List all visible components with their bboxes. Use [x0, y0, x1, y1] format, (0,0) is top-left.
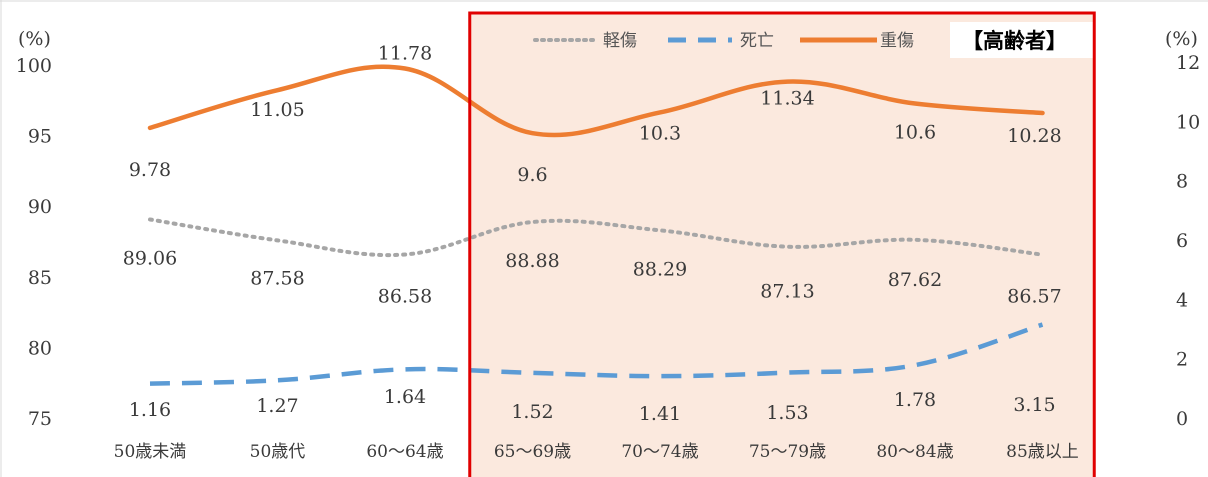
data-label-serious-injury: 10.3 — [639, 122, 681, 144]
data-label-death: 1.52 — [511, 401, 553, 423]
data-label-minor-injury: 89.06 — [123, 247, 177, 269]
left-axis-tick: 90 — [28, 196, 52, 218]
data-label-minor-injury: 87.13 — [760, 281, 814, 303]
series-lines — [147, 64, 1045, 386]
series-line-minor-injury — [148, 217, 1045, 258]
data-label-death: 1.27 — [256, 395, 298, 417]
data-label-serious-injury: 9.6 — [517, 164, 547, 186]
category-label: 50歳代 — [250, 442, 306, 462]
elderly-badge: 【高齢者】 — [962, 29, 1067, 53]
data-label-minor-injury: 87.58 — [250, 267, 304, 289]
left-axis-tick: 75 — [28, 408, 52, 430]
legend: 軽傷 死亡 重傷 — [533, 31, 914, 51]
data-labels: 89.06 87.58 86.58 88.88 88.29 87.13 87.62 86.57… — [123, 43, 1062, 425]
right-axis-unit: (%) — [1165, 28, 1198, 50]
right-axis-tick: 12 — [1176, 52, 1200, 74]
data-label-serious-injury: 11.05 — [250, 99, 304, 121]
data-label-serious-injury: 10.28 — [1007, 125, 1061, 147]
category-label: 75～79歳 — [749, 442, 826, 462]
data-label-serious-injury: 11.34 — [760, 88, 814, 110]
category-label: 50歳未満 — [114, 442, 187, 462]
data-label-serious-injury: 9.78 — [129, 159, 171, 181]
right-axis-tick: 6 — [1176, 230, 1188, 252]
axes: (%) (%) 100 95 90 85 80 75 12 10 8 6 4 2 0 50歳未満 50歳代 6… — [16, 28, 1200, 462]
left-axis-tick: 85 — [28, 267, 52, 289]
legend-label-death: 死亡 — [740, 31, 774, 51]
legend-label-serious: 重傷 — [880, 31, 914, 51]
data-label-death: 1.41 — [639, 403, 681, 425]
data-label-death: 1.78 — [894, 389, 936, 411]
data-label-death: 1.16 — [129, 399, 171, 421]
data-label-minor-injury: 88.88 — [505, 250, 559, 272]
left-axis-tick: 100 — [16, 55, 52, 77]
category-label: 60～64歳 — [366, 442, 443, 462]
category-label: 80～84歳 — [876, 442, 953, 462]
elderly-badge-background — [950, 22, 1114, 58]
right-axis-tick: 8 — [1176, 171, 1188, 193]
right-axis-tick: 2 — [1176, 349, 1188, 371]
elderly-highlight-border — [468, 11, 1096, 477]
data-label-death: 1.53 — [766, 402, 808, 424]
right-axis-tick: 10 — [1176, 111, 1200, 133]
series-line-death — [149, 322, 1044, 386]
data-label-death: 1.64 — [384, 386, 426, 408]
right-axis-tick: 4 — [1176, 289, 1188, 311]
data-label-minor-injury: 86.58 — [378, 285, 432, 307]
series-line-serious-injury — [147, 64, 1045, 138]
data-label-serious-injury: 11.78 — [378, 43, 432, 65]
right-axis-tick: 0 — [1176, 408, 1188, 430]
data-label-death: 3.15 — [1013, 394, 1055, 416]
data-label-minor-injury: 87.62 — [888, 269, 942, 291]
category-label: 70～74歳 — [621, 442, 698, 462]
left-axis-unit: (%) — [18, 28, 51, 50]
legend-label-minor: 軽傷 — [603, 31, 637, 51]
left-axis-tick: 80 — [28, 337, 52, 359]
category-label: 85歳以上 — [1006, 442, 1079, 462]
data-label-minor-injury: 86.57 — [1007, 286, 1061, 308]
left-axis-tick: 95 — [28, 126, 52, 148]
data-label-serious-injury: 10.6 — [894, 122, 936, 144]
data-label-minor-injury: 88.29 — [633, 258, 687, 280]
category-label: 65～69歳 — [494, 442, 571, 462]
